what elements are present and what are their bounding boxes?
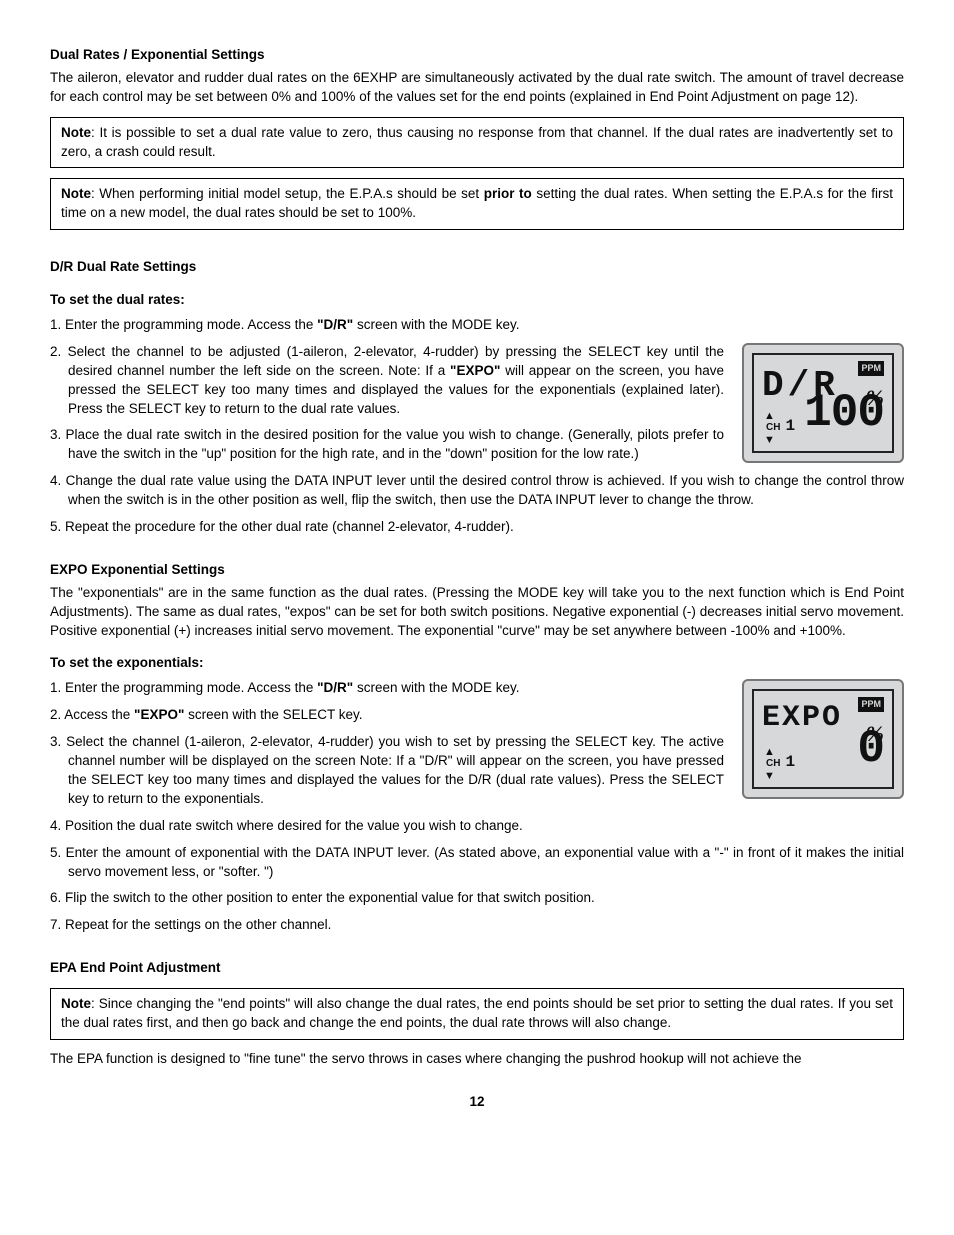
lcd-value: 100 [804,381,884,445]
note-label: Note [61,996,91,1011]
expo-lcd: EXPO PPM % ▲ CH1 ▼ 0 [742,679,904,799]
expo-lcd-block: 1. Enter the programming mode. Access th… [50,679,904,808]
down-arrow-icon: ▼ [764,771,795,781]
dr-step5: 5. Repeat the procedure for the other du… [50,518,904,537]
lcd-ppm: PPM [858,697,884,712]
note-label: Note [61,186,91,201]
note-text: : Since changing the "end points" will a… [61,996,893,1030]
expo-step4: 4. Position the dual rate switch where d… [50,817,904,836]
note-bold: prior to [484,186,532,201]
dr-step1: 1. Enter the programming mode. Access th… [50,316,904,335]
expo-step3: 3. Select the channel (1-aileron, 2-elev… [50,733,724,809]
dr-steps: 1. Enter the programming mode. Access th… [50,316,904,335]
expo-subheading: To set the exponentials: [50,654,904,673]
lcd-inner: D/R PPM % ▲ CH1 ▼ 100 [752,353,894,453]
sec1-heading: Dual Rates / Exponential Settings [50,46,904,65]
expo-step2: 2. Access the "EXPO" screen with the SEL… [50,706,724,725]
dr-steps-4-5: 4. Change the dual rate value using the … [50,472,904,537]
epa-body: The EPA function is designed to "fine tu… [50,1050,904,1069]
lcd-inner: EXPO PPM % ▲ CH1 ▼ 0 [752,689,894,789]
epa-heading: EPA End Point Adjustment [50,959,904,978]
expo-intro: The "exponentials" are in the same funct… [50,584,904,641]
dr-lcd: D/R PPM % ▲ CH1 ▼ 100 [742,343,904,463]
dr-steps-2-3: 2. Select the channel to be adjusted (1-… [50,343,724,464]
dr-step3: 3. Place the dual rate switch in the des… [50,426,724,464]
dr-subheading: To set the dual rates: [50,291,904,310]
down-arrow-icon: ▼ [764,435,795,445]
expo-steps-1-3: 1. Enter the programming mode. Access th… [50,679,724,808]
dr-heading: D/R Dual Rate Settings [50,258,904,277]
expo-step6: 6. Flip the switch to the other position… [50,889,904,908]
lcd-ch: ▲ CH1 ▼ [764,747,795,781]
sec1-note1: Note: It is possible to set a dual rate … [50,117,904,169]
lcd-value: 0 [857,717,884,781]
expo-step5: 5. Enter the amount of exponential with … [50,844,904,882]
expo-steps-4-7: 4. Position the dual rate switch where d… [50,817,904,935]
page-number: 12 [50,1093,904,1112]
sec1-intro: The aileron, elevator and rudder dual ra… [50,69,904,107]
sec1-note2: Note: When performing initial model setu… [50,178,904,230]
expo-step1: 1. Enter the programming mode. Access th… [50,679,724,698]
page: Dual Rates / Exponential Settings The ai… [0,0,954,1235]
epa-note: Note: Since changing the "end points" wi… [50,988,904,1040]
lcd-ppm: PPM [858,361,884,376]
note-label: Note [61,125,91,140]
expo-heading: EXPO Exponential Settings [50,561,904,580]
note-text: : It is possible to set a dual rate valu… [61,125,893,159]
note-text: : When performing initial model setup, t… [91,186,484,201]
dr-step2: 2. Select the channel to be adjusted (1-… [50,343,724,419]
lcd-title: EXPO [762,697,842,739]
dr-step4: 4. Change the dual rate value using the … [50,472,904,510]
expo-step7: 7. Repeat for the settings on the other … [50,916,904,935]
dr-lcd-block: 2. Select the channel to be adjusted (1-… [50,343,904,464]
lcd-ch: ▲ CH1 ▼ [764,411,795,445]
